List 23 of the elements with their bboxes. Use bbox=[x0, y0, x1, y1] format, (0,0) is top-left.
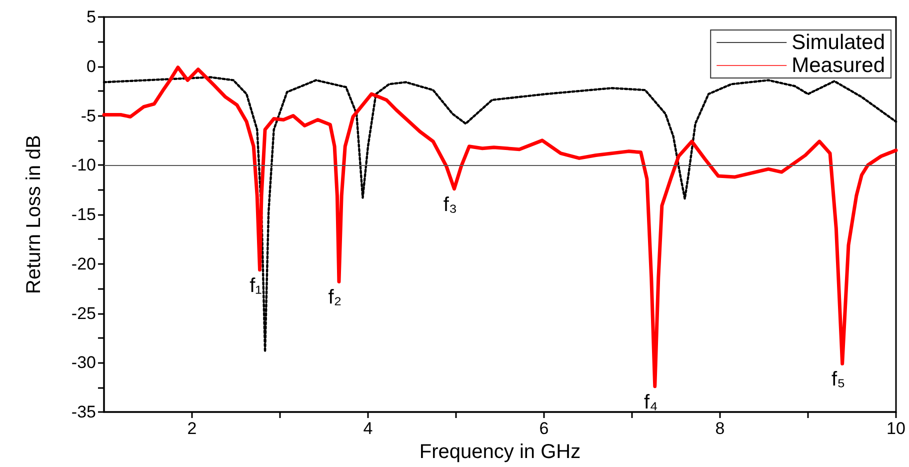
y-tick-label: -5 bbox=[80, 106, 96, 126]
y-tick-label: -20 bbox=[71, 254, 96, 274]
legend-label: Simulated bbox=[792, 31, 886, 54]
x-axis-title: Frequency in GHz bbox=[419, 441, 581, 463]
y-tick-label: -35 bbox=[71, 402, 96, 422]
x-tick-label: 6 bbox=[539, 419, 549, 438]
y-axis-title: Return Loss in dB bbox=[23, 135, 45, 294]
y-tick-label: -25 bbox=[71, 304, 96, 323]
x-tick-label: 4 bbox=[363, 419, 373, 438]
x-tick-label: 2 bbox=[187, 419, 197, 438]
annotation: f₁ bbox=[250, 274, 262, 297]
x-tick-label: 8 bbox=[715, 419, 725, 438]
annotation: f₂ bbox=[328, 286, 342, 309]
annotation: f₃ bbox=[443, 194, 458, 216]
annotation: f₅ bbox=[832, 368, 846, 391]
y-tick-label: 0 bbox=[86, 56, 96, 76]
y-tick-label: -15 bbox=[71, 205, 96, 224]
legend-label: Measured bbox=[792, 54, 886, 77]
y-tick-label: 5 bbox=[86, 8, 96, 26]
annotation: f₄ bbox=[644, 391, 658, 414]
y-tick-label: -10 bbox=[71, 156, 96, 175]
y-tick-label: -30 bbox=[71, 353, 96, 372]
x-tick-label: 10 bbox=[886, 419, 906, 438]
